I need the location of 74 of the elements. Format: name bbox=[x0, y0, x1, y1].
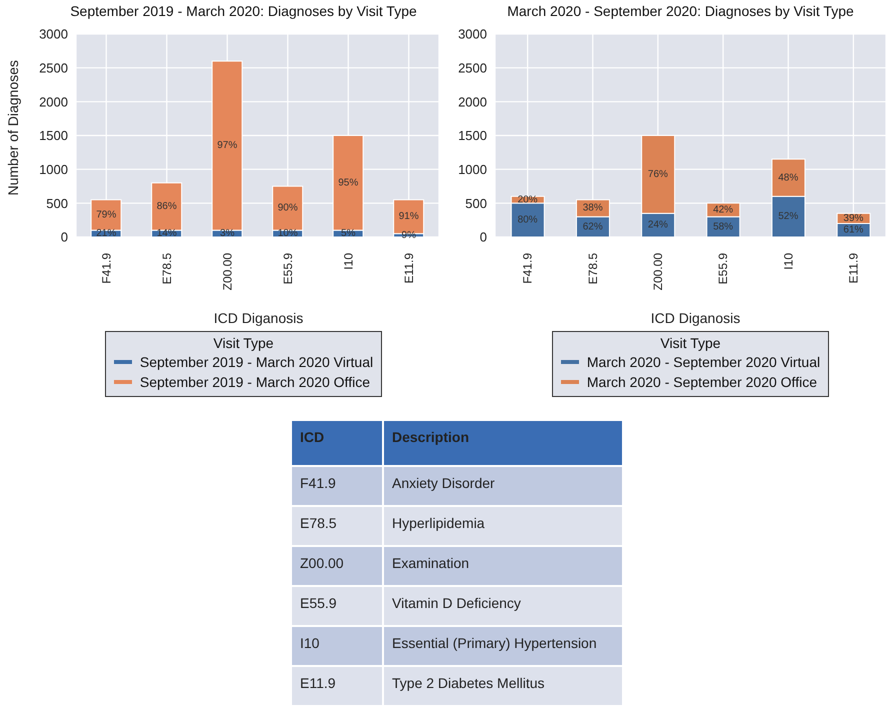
x-tick-label: E78.5 bbox=[160, 252, 174, 284]
y-tick-label: 500 bbox=[465, 196, 487, 211]
y-tick-label: 3000 bbox=[39, 26, 68, 42]
chart-title: September 2019 - March 2020: Diagnoses by Visit Type bbox=[69, 2, 418, 21]
y-tick-label: 2000 bbox=[39, 94, 68, 110]
x-axis-title: ICD Diganosis bbox=[212, 309, 304, 328]
y-tick-label: 3000 bbox=[458, 26, 487, 42]
x-tick-label: Z00.00 bbox=[220, 252, 234, 290]
x-axis-title: ICD Diganosis bbox=[650, 309, 742, 328]
annotation: 86% bbox=[156, 201, 177, 212]
text: E55.9 bbox=[292, 587, 384, 625]
y-tick-label: 2000 bbox=[458, 94, 487, 110]
text: E78.5 bbox=[292, 507, 384, 545]
annotation: 10% bbox=[278, 228, 298, 240]
legend-label: September 2019 - March 2020 Virtual bbox=[140, 353, 374, 372]
y-tick-label: 1000 bbox=[39, 162, 68, 177]
x-tick-label: E78.5 bbox=[586, 252, 600, 284]
text: Type 2 Diabetes Mellitus bbox=[391, 674, 546, 693]
annotation: 62% bbox=[582, 221, 603, 232]
annotation: 79% bbox=[96, 210, 116, 221]
y-tick-label: 0 bbox=[60, 230, 68, 245]
x-tick-label: F41.9 bbox=[520, 252, 535, 284]
text: I10 bbox=[292, 627, 384, 665]
x-tick-label: E55.9 bbox=[716, 252, 730, 284]
chart-title: March 2020 - September 2020: Diagnoses by Visit Type bbox=[506, 2, 855, 21]
annotation: 58% bbox=[713, 221, 734, 232]
text: Vitamin D Deficiency bbox=[391, 594, 522, 613]
annotation: 3% bbox=[220, 228, 235, 240]
y-tick-label: 0 bbox=[480, 230, 487, 245]
annotation: 80% bbox=[518, 214, 538, 226]
legend-label: March 2020 - September 2020 Office bbox=[586, 373, 817, 392]
text: E11.9 bbox=[292, 667, 384, 705]
annotation: 61% bbox=[843, 224, 864, 236]
text: Hyperlipidemia bbox=[391, 514, 486, 533]
annotation: 24% bbox=[648, 220, 668, 231]
legend-title: Visit Type bbox=[659, 335, 722, 351]
annotation: 38% bbox=[582, 202, 603, 214]
y-tick-label: 2500 bbox=[458, 60, 487, 76]
y-tick-label: 1500 bbox=[39, 128, 68, 144]
x-tick-label: I10 bbox=[341, 252, 356, 270]
legend-label: March 2020 - September 2020 Virtual bbox=[586, 353, 820, 372]
text: F41.9 bbox=[292, 467, 384, 505]
x-tick-label: F41.9 bbox=[99, 252, 114, 284]
annotation: 90% bbox=[278, 202, 298, 214]
text: Z00.00 bbox=[292, 547, 384, 585]
annotation: 39% bbox=[843, 212, 864, 224]
annotation: 5% bbox=[341, 228, 356, 240]
text: Description bbox=[391, 428, 470, 447]
annotation: 42% bbox=[713, 204, 734, 216]
annotation: 76% bbox=[648, 168, 668, 180]
annotation: 97% bbox=[217, 140, 238, 152]
x-tick-label: E11.9 bbox=[846, 252, 860, 284]
legend-label: September 2019 - March 2020 Office bbox=[140, 373, 370, 392]
text: Anxiety Disorder bbox=[391, 474, 496, 493]
annotation: 20% bbox=[518, 194, 538, 206]
legend-title: Visit Type bbox=[212, 335, 275, 351]
annotation: 91% bbox=[398, 211, 419, 222]
text: Essential (Primary) Hypertension bbox=[391, 634, 598, 653]
x-tick-label: E11.9 bbox=[402, 252, 416, 284]
y-tick-label: 500 bbox=[46, 196, 68, 211]
y-axis-title: Number of Diagnoses bbox=[4, 60, 21, 196]
x-tick-label: I10 bbox=[781, 252, 796, 270]
annotation: 14% bbox=[156, 228, 177, 240]
annotation: 21% bbox=[96, 228, 116, 240]
text: Examination bbox=[391, 554, 470, 573]
y-tick-label: 1000 bbox=[458, 162, 487, 177]
x-tick-label: Z00.00 bbox=[650, 252, 665, 290]
y-tick-label: 1500 bbox=[458, 128, 487, 144]
annotation: 52% bbox=[778, 211, 798, 222]
y-tick-label: 2500 bbox=[39, 60, 68, 76]
text: ICD bbox=[292, 421, 384, 465]
annotation: 48% bbox=[778, 172, 798, 184]
x-tick-label: E55.9 bbox=[280, 252, 295, 284]
annotation: 95% bbox=[338, 177, 358, 188]
